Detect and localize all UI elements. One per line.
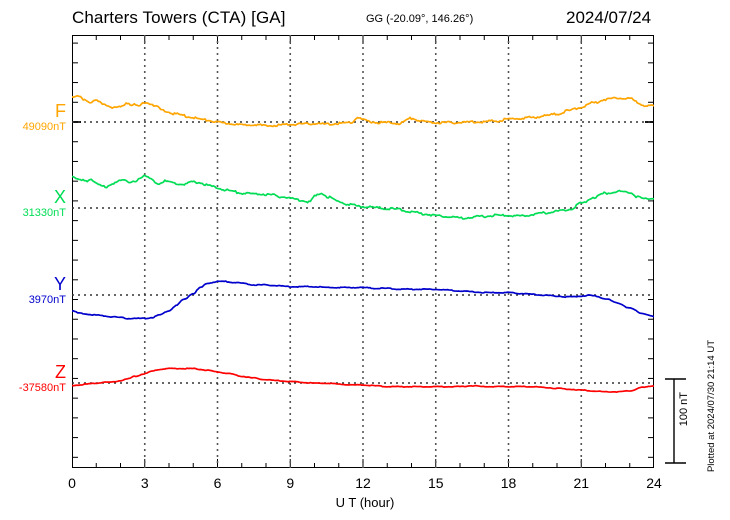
- component-baseline-x: 31330nT: [22, 207, 66, 219]
- x-tick-21: 21: [573, 475, 590, 491]
- magnetogram-traces: [72, 35, 654, 468]
- component-label-z: Z -37580nT: [0, 363, 66, 395]
- component-baseline-f: 49090nT: [22, 121, 66, 133]
- x-tick-15: 15: [427, 475, 444, 491]
- component-name-z: Z: [55, 362, 66, 382]
- component-label-x: X 31330nT: [0, 188, 66, 220]
- geographic-coordinates: GG (-20.09°, 146.26°): [366, 13, 474, 25]
- component-name-y: Y: [53, 274, 66, 294]
- x-tick-9: 9: [286, 475, 295, 491]
- component-name-f: F: [55, 101, 66, 121]
- page-title: Charters Towers (CTA) [GA]: [72, 8, 286, 27]
- scale-bar-label: 100 nT: [678, 392, 690, 427]
- scale-bar: [665, 378, 686, 464]
- x-tick-24: 24: [646, 475, 662, 491]
- x-tick-3: 3: [140, 475, 149, 491]
- component-baseline-y: 3970nT: [28, 294, 66, 306]
- x-axis-title: U T (hour): [335, 495, 395, 510]
- x-tick-6: 6: [213, 475, 222, 491]
- x-tick-12: 12: [355, 475, 371, 491]
- x-tick-18: 18: [500, 475, 517, 491]
- component-name-x: X: [53, 187, 66, 207]
- component-label-f: F 49090nT: [0, 102, 66, 134]
- x-tick-0: 0: [68, 475, 76, 491]
- observation-date: 2024/07/24: [566, 8, 652, 27]
- component-baseline-z: -37580nT: [18, 382, 66, 394]
- plotted-timestamp: Plotted at 2024/07/30 21:14 UT: [706, 340, 717, 473]
- component-label-y: Y 3970nT: [0, 275, 66, 307]
